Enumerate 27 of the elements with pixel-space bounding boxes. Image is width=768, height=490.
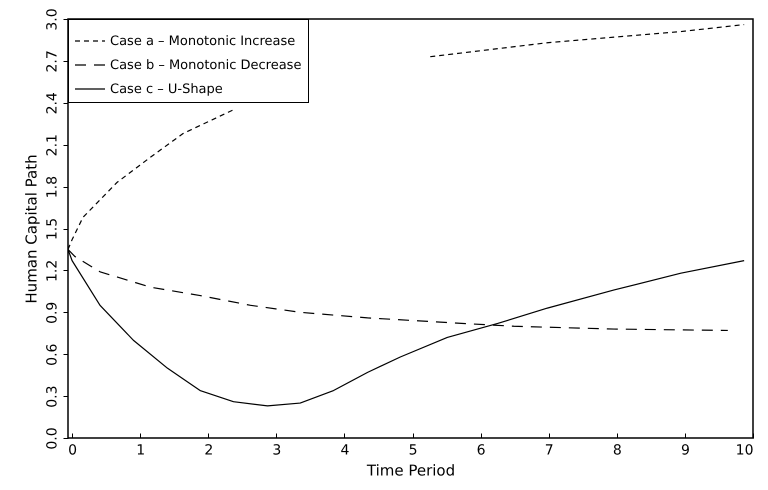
- x-axis-title: Time Period: [366, 462, 456, 480]
- x-tick-label: 2: [204, 442, 214, 458]
- x-tick-label: 6: [476, 442, 486, 458]
- y-tick-label: 0.6: [44, 343, 60, 366]
- y-tick-label: 1.5: [44, 218, 60, 240]
- x-tick-label: 5: [408, 442, 418, 458]
- x-tick-label: 3: [272, 442, 282, 458]
- legend-label: Case b – Monotonic Decrease: [110, 58, 302, 73]
- y-axis-title: Human Capital Path: [22, 154, 40, 304]
- y-tick-label: 1.2: [44, 260, 60, 282]
- x-tick-label: 10: [736, 442, 754, 458]
- y-tick-label: 2.1: [44, 134, 60, 156]
- x-tick-label: 0: [68, 442, 78, 458]
- y-tick-label: 0.0: [44, 427, 60, 450]
- legend-label: Case a – Monotonic Increase: [110, 34, 296, 49]
- y-tick-label: 2.7: [44, 50, 60, 73]
- x-tick-label: 9: [680, 442, 690, 458]
- y-tick-label: 0.3: [44, 385, 60, 408]
- y-tick-label: 0.9: [44, 302, 60, 324]
- legend-label: Case c – U-Shape: [110, 82, 223, 97]
- y-tick-label: 3.0: [44, 8, 60, 31]
- x-tick-label: 7: [544, 442, 554, 458]
- y-tick-label: 2.4: [44, 92, 60, 114]
- x-tick-label: 1: [136, 442, 146, 458]
- x-tick-label: 4: [340, 442, 350, 458]
- x-tick-label: 8: [612, 442, 622, 458]
- y-tick-label: 1.8: [44, 176, 60, 198]
